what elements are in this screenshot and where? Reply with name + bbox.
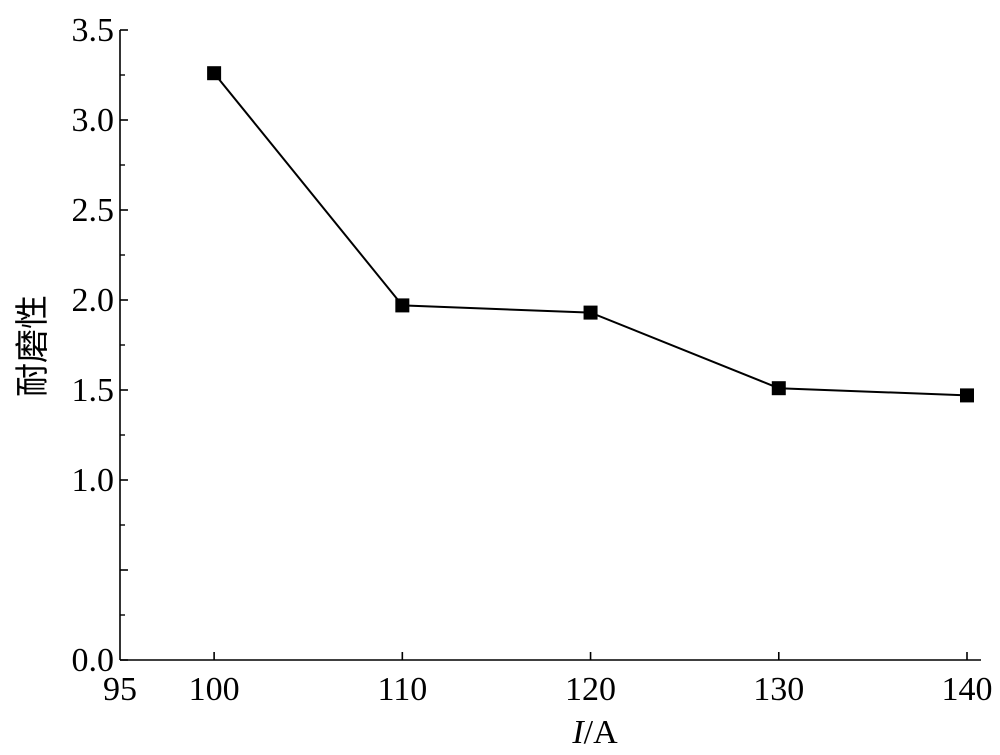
- x-axis-label-unit: /A: [584, 714, 618, 751]
- data-point-marker: [771, 381, 786, 396]
- y-ticks: 0.0 1.0 1.5 2.0 2.5 3.0 3.5: [72, 12, 128, 679]
- x-tick-label: 110: [377, 671, 427, 708]
- data-point-marker: [395, 298, 410, 313]
- series: [207, 66, 974, 403]
- x-axis-label-symbol: I: [571, 714, 585, 751]
- series-line: [213, 72, 968, 397]
- x-tick-label: 120: [565, 671, 616, 708]
- x-tick-label: 130: [753, 671, 804, 708]
- data-point-marker: [583, 305, 598, 320]
- y-tick-label: 1.5: [72, 372, 115, 409]
- x-tick-label: 100: [189, 671, 240, 708]
- data-point-marker: [207, 66, 222, 81]
- y-tick-label: 3.5: [72, 12, 115, 49]
- y-tick-label: 2.0: [72, 282, 115, 319]
- y-tick-label: 0.0: [72, 642, 115, 679]
- axes: [119, 30, 981, 661]
- x-tick-label: 95: [103, 671, 137, 708]
- y-tick-label: 3.0: [72, 102, 115, 139]
- x-tick-label: 140: [942, 671, 993, 708]
- x-axis-label: I/A: [571, 714, 618, 751]
- y-tick-label: 2.5: [72, 192, 115, 229]
- y-axis-label: 耐磨性: [13, 295, 53, 397]
- data-point-marker: [960, 388, 974, 403]
- x-ticks: 95 100 110 120 130 140: [103, 652, 993, 708]
- y-tick-label: 1.0: [72, 462, 115, 499]
